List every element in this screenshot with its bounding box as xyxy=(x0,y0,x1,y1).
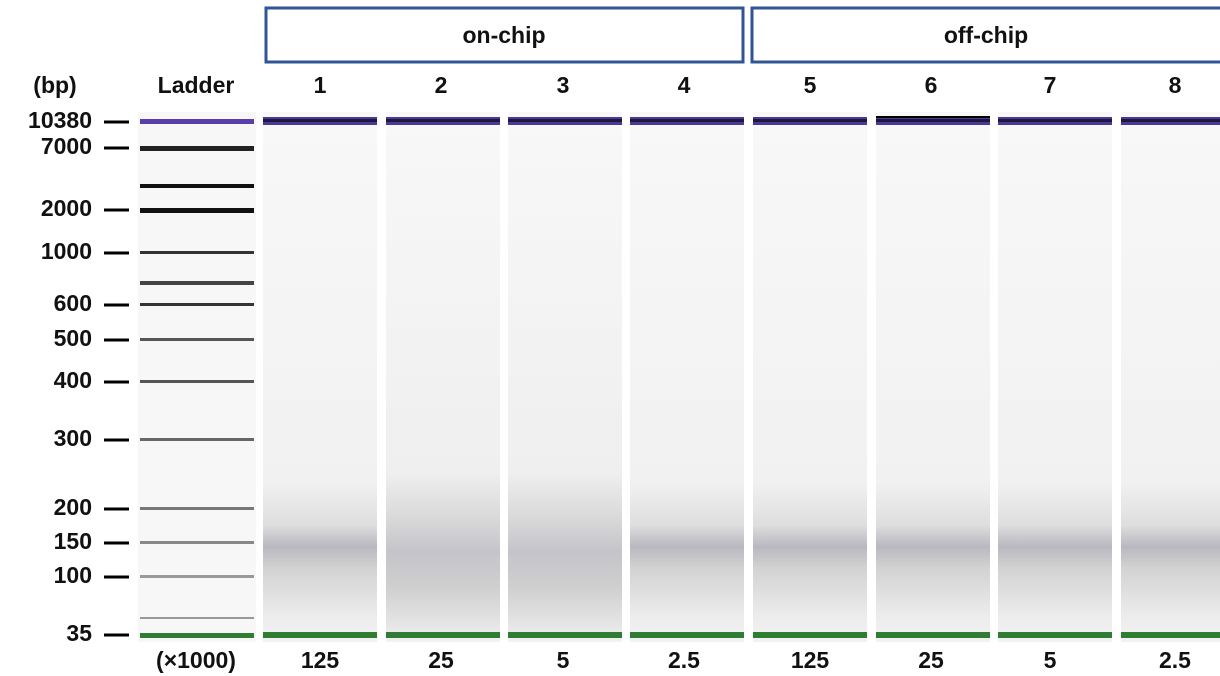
lane-amount: 5 xyxy=(557,647,570,673)
ladder-band xyxy=(140,146,254,151)
ladder-band xyxy=(140,251,254,254)
size-marker-label: 10380 xyxy=(28,107,92,133)
upper-marker-band xyxy=(386,119,500,122)
lane-label: 5 xyxy=(804,72,817,98)
gel-figure: on-chip off-chip (bp) Ladder (×1000) 103… xyxy=(0,0,1220,676)
lane-label: 1 xyxy=(314,72,327,98)
ladder-band xyxy=(140,380,254,383)
lane-amount: 25 xyxy=(918,647,944,673)
size-marker-label: 200 xyxy=(54,494,92,520)
lane-label: 8 xyxy=(1169,72,1182,98)
sample-lane xyxy=(263,112,377,642)
lower-marker-band xyxy=(753,632,867,638)
sample-lane xyxy=(508,112,622,642)
lane-label: 4 xyxy=(678,72,691,98)
sample-lane xyxy=(876,112,990,642)
lane-label: 6 xyxy=(925,72,938,98)
ladder-band xyxy=(140,541,254,544)
lower-marker-band xyxy=(630,632,744,638)
lower-marker-band xyxy=(998,632,1112,638)
group-label: on-chip xyxy=(462,22,545,48)
lane-amount: 125 xyxy=(791,647,830,673)
lane-amount: 125 xyxy=(301,647,340,673)
ladder-band xyxy=(140,338,254,341)
sample-lane xyxy=(630,112,744,642)
size-marker-label: 600 xyxy=(54,290,92,316)
sample-lane xyxy=(998,112,1112,642)
upper-marker-band xyxy=(1121,119,1220,122)
group-label: off-chip xyxy=(944,22,1028,48)
sample-lane xyxy=(753,112,867,642)
lane-label: 3 xyxy=(557,72,570,98)
ladder-band xyxy=(140,208,254,213)
ladder-band xyxy=(140,575,254,578)
upper-marker-band xyxy=(263,119,377,122)
upper-marker-band xyxy=(753,119,867,122)
size-marker-label: 300 xyxy=(54,425,92,451)
lane-label: 7 xyxy=(1044,72,1057,98)
size-marker-label: 500 xyxy=(54,325,92,351)
size-marker-label: 100 xyxy=(54,562,92,588)
size-marker-label: 1000 xyxy=(41,238,92,264)
upper-marker-band xyxy=(630,119,744,122)
upper-marker-band xyxy=(998,119,1112,122)
lower-marker-band xyxy=(876,632,990,638)
lane-amount: 25 xyxy=(428,647,454,673)
amount-unit: (×1000) xyxy=(156,647,236,673)
lower-marker-band xyxy=(508,632,622,638)
lower-marker-band xyxy=(386,632,500,638)
upper-marker-band xyxy=(876,116,990,118)
sample-lane xyxy=(1121,112,1220,642)
size-marker-label: 7000 xyxy=(41,133,92,159)
lane-amount: 5 xyxy=(1044,647,1057,673)
lane-amount: 2.5 xyxy=(668,647,700,673)
ladder-band xyxy=(140,303,254,306)
lane-amount: 2.5 xyxy=(1159,647,1191,673)
lower-marker-band xyxy=(1121,632,1220,638)
unit-label: (bp) xyxy=(33,72,76,98)
size-marker-label: 400 xyxy=(54,367,92,393)
lane-label: 2 xyxy=(435,72,448,98)
size-marker-label: 35 xyxy=(66,620,92,646)
upper-marker-band xyxy=(508,119,622,122)
sample-lane xyxy=(386,112,500,642)
lower-marker-band xyxy=(263,632,377,638)
ladder-band xyxy=(140,507,254,510)
upper-marker-band xyxy=(876,119,990,122)
size-marker-label: 150 xyxy=(54,528,92,554)
ladder-label: Ladder xyxy=(158,72,235,98)
ladder-band xyxy=(140,633,254,638)
ladder-band xyxy=(140,119,254,124)
size-marker-label: 2000 xyxy=(41,195,92,221)
ladder-lane xyxy=(138,112,256,642)
ladder-band xyxy=(140,438,254,441)
